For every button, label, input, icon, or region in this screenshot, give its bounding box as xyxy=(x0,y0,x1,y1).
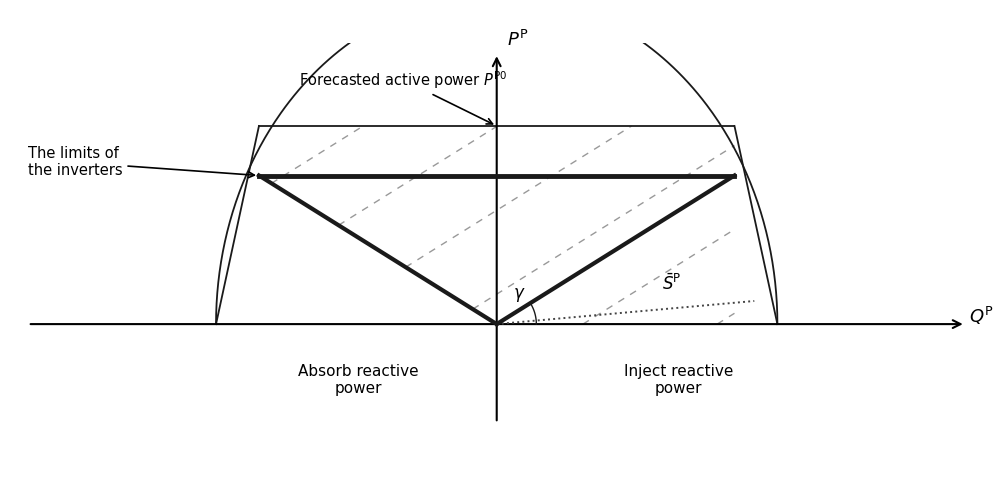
Text: Inject reactive
power: Inject reactive power xyxy=(624,364,733,396)
Text: Forecasted active power $P^{\mathrm{P0}}$: Forecasted active power $P^{\mathrm{P0}}… xyxy=(299,69,507,124)
Text: $\gamma$: $\gamma$ xyxy=(513,286,526,304)
Text: $Q^{\mathrm{P}}$: $Q^{\mathrm{P}}$ xyxy=(969,305,994,327)
Text: $P^{\mathrm{P}}$: $P^{\mathrm{P}}$ xyxy=(507,30,528,50)
Text: $\bar{S}^{\mathrm{P}}$: $\bar{S}^{\mathrm{P}}$ xyxy=(662,274,681,294)
Text: The limits of
the inverters: The limits of the inverters xyxy=(28,146,254,178)
Text: Absorb reactive
power: Absorb reactive power xyxy=(298,364,418,396)
